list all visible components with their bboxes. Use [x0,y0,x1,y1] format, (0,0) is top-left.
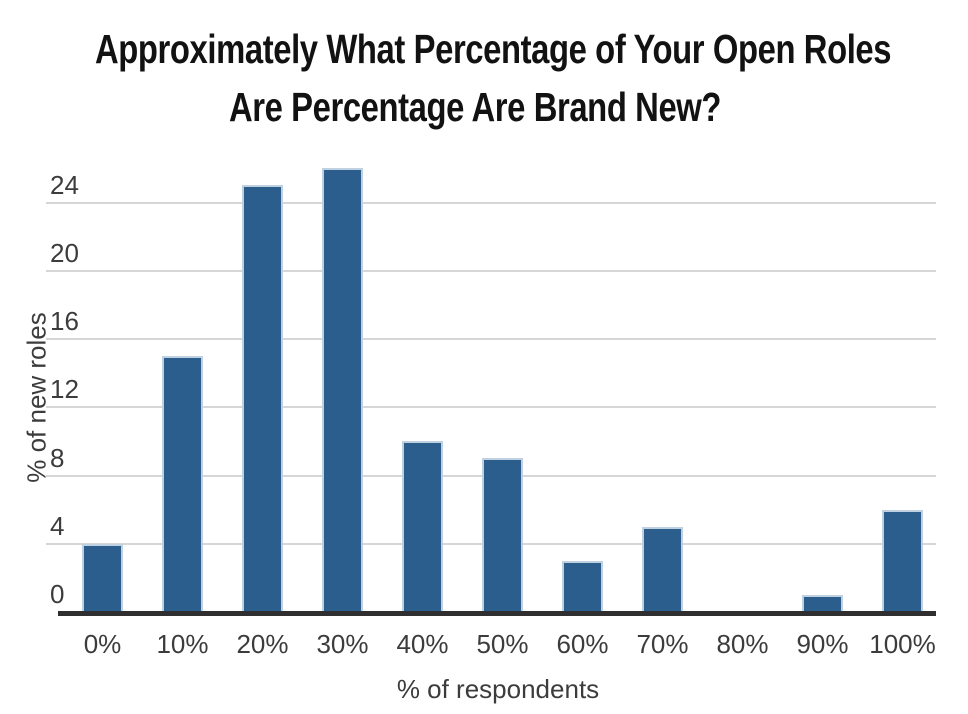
y-tick-label-0: 0 [50,579,65,609]
x-tick-label-10%: 10% [156,629,209,659]
chart-title-line-2: Are Percentage Are Brand New? [228,84,722,130]
gridline-y-24 [46,201,936,204]
y-tick-label-8: 8 [50,442,65,473]
gridline-y-20 [46,269,936,272]
x-tick-label-60%: 60% [556,629,609,659]
y-tick-label-12: 12 [50,374,79,405]
bar-40% [402,441,443,612]
gridline-y-16 [46,338,936,340]
bar-30% [322,168,363,612]
bar-0% [82,543,123,613]
x-axis-label: % of respondents [396,674,600,704]
y-tick-label-24: 24 [50,169,79,200]
x-tick-label-80%: 80% [716,629,769,659]
x-tick-label-20%: 20% [236,629,289,659]
x-tick-label-0%: 0% [83,629,122,659]
bar-70% [642,526,683,612]
y-tick-label-16: 16 [50,306,79,336]
x-tick-label-40%: 40% [396,629,449,659]
x-tick-label-30%: 30% [316,629,369,659]
bar-60% [562,560,603,612]
chart-title: Approximately What Percentage of Your Op… [0,20,950,136]
bar-20% [242,185,283,612]
y-tick-label-4: 4 [50,510,65,541]
bar-50% [482,458,523,612]
bar-10% [162,356,203,612]
chart-title-line-1: Approximately What Percentage of Your Op… [95,26,892,72]
x-tick-label-70%: 70% [636,629,689,659]
x-tick-label-50%: 50% [476,629,529,659]
bar-100% [882,509,923,612]
gridline-y-12 [46,406,936,409]
x-tick-label-90%: 90% [796,629,849,659]
bar-90% [802,594,843,612]
x-tick-label-100%: 100% [869,629,936,659]
x-axis-line [58,611,936,616]
y-tick-label-20: 20 [50,237,79,268]
